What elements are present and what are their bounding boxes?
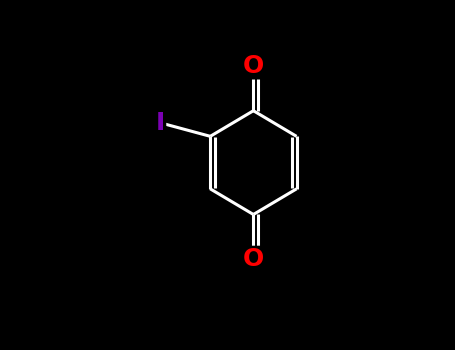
Text: O: O [243,247,264,271]
Text: I: I [156,111,165,135]
Text: O: O [243,54,264,78]
